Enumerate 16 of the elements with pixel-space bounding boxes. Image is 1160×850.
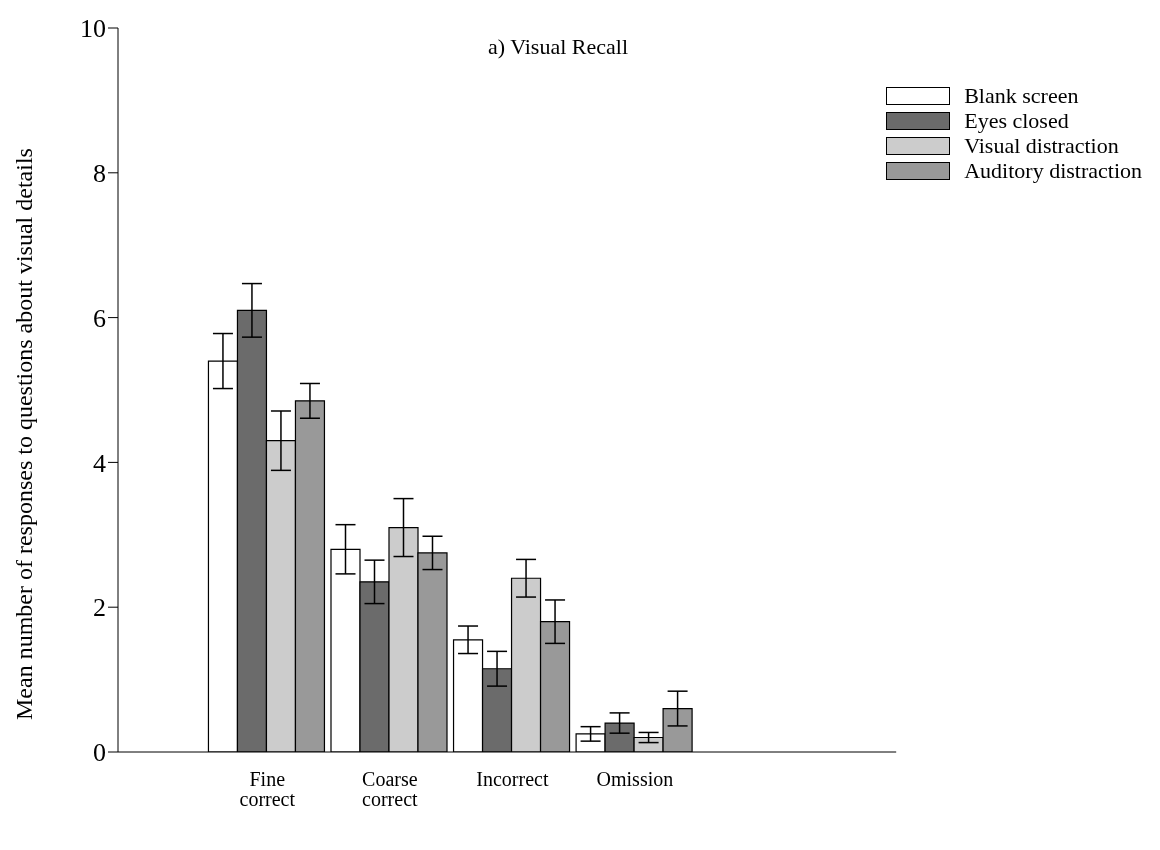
x-tick-label: Coarse correct xyxy=(362,768,419,810)
legend-label: Visual distraction xyxy=(964,133,1119,158)
x-tick-label: Incorrect xyxy=(476,768,549,790)
y-tick-label: 6 xyxy=(93,303,106,333)
y-axis-title: Mean number of responses to questions about visual details xyxy=(10,148,37,720)
x-tick-label: Omission xyxy=(596,768,674,790)
y-tick-label: 10 xyxy=(80,14,106,44)
legend-label: Auditory distraction xyxy=(964,158,1142,183)
legend-label: Blank screen xyxy=(964,83,1079,108)
y-tick-label: 8 xyxy=(93,159,106,189)
chart-title: a) Visual Recall xyxy=(487,34,629,60)
x-tick-label: Fine correct xyxy=(239,768,296,810)
y-tick-label: 4 xyxy=(93,448,106,478)
y-tick-label: 2 xyxy=(93,593,106,623)
y-tick-label: 0 xyxy=(93,738,106,768)
legend-label: Eyes closed xyxy=(964,108,1069,133)
